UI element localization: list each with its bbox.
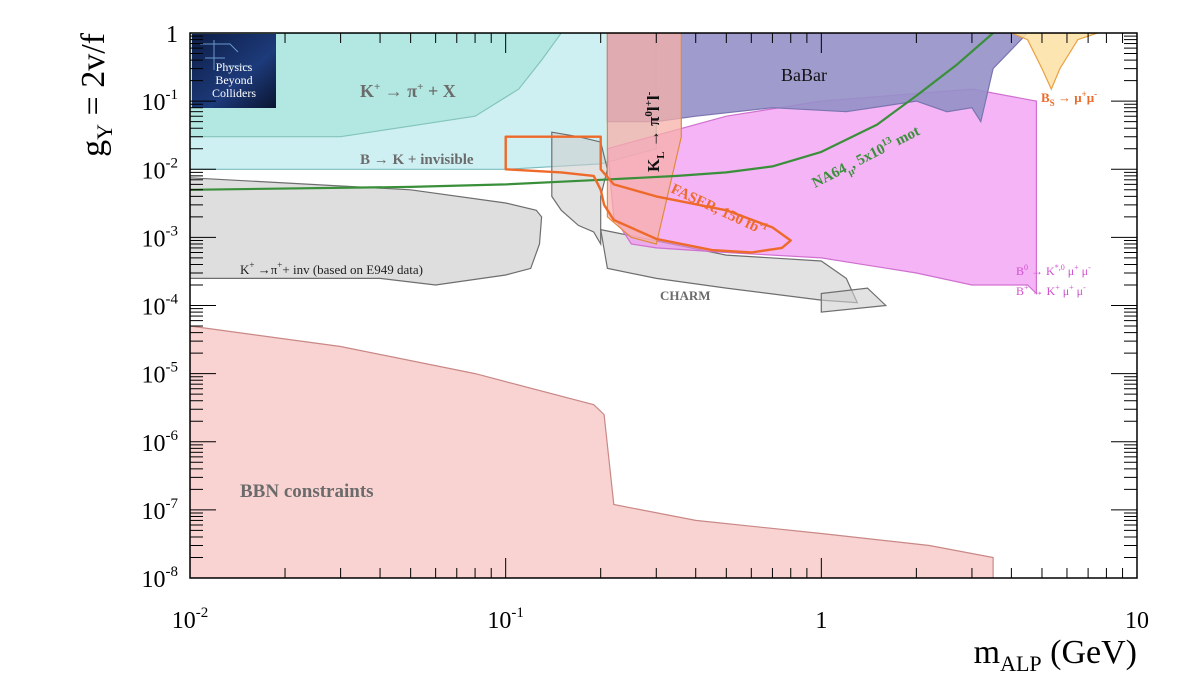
logo-line-3: Colliders xyxy=(212,86,256,100)
x-tick-label: 10-1 xyxy=(487,605,523,634)
y-tick-label: 10-4 xyxy=(142,292,179,321)
sensitivity-curves xyxy=(190,33,994,254)
logo-line-2: Beyond xyxy=(215,73,252,87)
logo-line-1: Physics xyxy=(216,60,253,74)
label-charm: CHARM xyxy=(660,288,711,303)
curve-na64 xyxy=(190,33,994,191)
y-tick-label: 10-7 xyxy=(142,496,179,525)
label-bbn: BBN constraints xyxy=(240,481,374,502)
label-k-pi-x: K+ → π+ + X xyxy=(360,81,456,101)
label-bplus-k-mumu: B+ → K+ μ+ μ- xyxy=(1016,283,1086,298)
label-kl: KL → π0l+l- xyxy=(643,91,667,172)
y-tick-label: 1 xyxy=(166,22,178,48)
region-charm-3 xyxy=(820,287,888,313)
y-axis-title: gY = 2v/f xyxy=(75,32,117,157)
exclusion-regions xyxy=(190,33,1098,578)
pbc-logo: Physics Beyond Colliders xyxy=(192,34,276,108)
region-bbn xyxy=(190,325,994,578)
label-bs-mumu: BS → μ+μ- xyxy=(1041,89,1097,108)
y-tick-label: 10-3 xyxy=(142,223,179,252)
y-tick-label: 10-6 xyxy=(142,428,179,457)
label-b0-kstar-mumu: B0 → K*,0 μ+ μ- xyxy=(1016,263,1091,278)
label-b-k-invisible: B → K + invisible xyxy=(360,152,474,168)
x-tick-label: 10-2 xyxy=(172,605,209,634)
region-bs-mumu xyxy=(1011,33,1098,91)
curve-faser xyxy=(504,135,792,254)
x-tick-label: 1 xyxy=(815,608,827,634)
region-kl xyxy=(606,33,682,245)
y-tick-label: 10-1 xyxy=(142,87,179,116)
x-tick-label: 10 xyxy=(1125,608,1149,634)
x-axis-title: mALP (GeV) xyxy=(974,634,1137,676)
label-e949: K+ →π++ inv (based on E949 data) xyxy=(240,260,423,277)
y-tick-label: 10-5 xyxy=(142,360,179,389)
label-babar: BaBar xyxy=(781,65,827,85)
y-tick-label: 10-8 xyxy=(142,564,179,593)
region-charm-1 xyxy=(551,131,609,247)
y-tick-label: 10-2 xyxy=(142,155,179,184)
axis-ticks: 10-2 10-1 1 10 1 10-1 10-2 10-3 10-4 10-5 10-6 10-7… xyxy=(142,22,1150,634)
region-e949 xyxy=(190,177,543,286)
